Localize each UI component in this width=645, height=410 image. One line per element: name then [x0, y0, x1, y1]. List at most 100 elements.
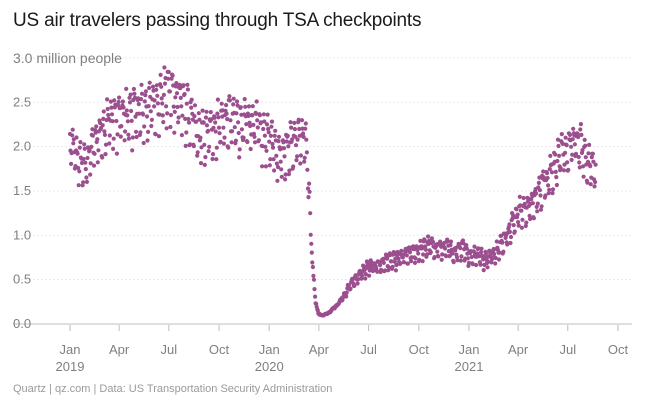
data-point — [93, 130, 98, 135]
data-point — [213, 129, 218, 134]
data-point — [92, 151, 97, 156]
data-point — [514, 207, 519, 212]
data-point — [189, 105, 194, 110]
data-point — [159, 84, 164, 89]
data-point — [580, 148, 585, 153]
chart-title: US air travelers passing through TSA che… — [13, 10, 422, 31]
data-point — [85, 155, 90, 161]
data-point — [541, 169, 546, 174]
data-point — [543, 193, 548, 198]
data-point — [303, 121, 308, 126]
data-point — [465, 256, 470, 261]
data-point — [570, 152, 575, 157]
data-point — [385, 256, 390, 261]
data-point — [108, 99, 113, 104]
data-point — [79, 160, 85, 166]
data-point — [102, 129, 107, 134]
data-point — [556, 143, 561, 149]
data-point — [102, 132, 107, 137]
data-point — [283, 177, 288, 182]
data-point — [161, 120, 166, 125]
data-point — [114, 118, 119, 124]
data-points — [67, 65, 598, 318]
data-point — [444, 254, 449, 259]
x-tick-label: Apr — [109, 342, 130, 357]
data-point — [125, 113, 130, 118]
data-point — [147, 85, 152, 91]
data-point — [185, 82, 190, 87]
data-point — [88, 161, 93, 166]
data-point — [423, 244, 428, 249]
data-point — [286, 144, 291, 149]
data-point — [146, 104, 151, 109]
data-point — [70, 127, 75, 132]
x-tick-label: Oct — [608, 342, 629, 357]
data-point — [255, 125, 260, 130]
data-point — [234, 99, 240, 104]
data-point — [224, 111, 229, 116]
data-point — [153, 132, 158, 137]
data-point — [581, 174, 586, 179]
data-point — [450, 251, 455, 256]
data-point — [478, 262, 483, 267]
data-point — [312, 287, 317, 292]
data-point — [214, 145, 219, 150]
data-point — [156, 134, 162, 139]
data-point — [141, 112, 146, 117]
data-point — [106, 112, 111, 118]
data-point — [362, 267, 367, 273]
data-point — [555, 158, 560, 164]
data-point — [145, 138, 150, 143]
data-point — [176, 120, 181, 125]
data-point — [534, 191, 539, 196]
data-point — [114, 151, 119, 156]
data-point — [521, 195, 526, 201]
data-point — [422, 238, 427, 243]
data-point — [78, 140, 83, 145]
data-point — [264, 122, 270, 127]
data-point — [278, 159, 283, 164]
data-point — [429, 236, 434, 241]
data-point — [489, 260, 494, 265]
data-point — [369, 259, 374, 265]
data-point — [195, 150, 200, 155]
data-point — [471, 249, 476, 254]
data-point — [583, 143, 588, 148]
data-point — [534, 204, 539, 209]
data-point — [570, 137, 575, 142]
data-point — [270, 141, 275, 147]
data-point — [111, 146, 116, 151]
data-point — [255, 118, 260, 123]
data-point — [84, 175, 89, 180]
data-point — [183, 143, 188, 148]
data-point — [297, 126, 302, 132]
data-point — [149, 123, 154, 129]
data-point — [233, 138, 238, 143]
data-point — [126, 136, 131, 141]
data-point — [210, 152, 216, 157]
data-point — [105, 97, 110, 102]
data-point — [138, 130, 143, 135]
data-point — [536, 180, 542, 185]
data-point — [242, 97, 247, 102]
data-point — [183, 116, 188, 121]
data-point — [276, 134, 282, 139]
data-point — [290, 137, 295, 142]
data-point — [127, 100, 133, 105]
data-point — [396, 256, 401, 261]
data-point — [527, 213, 532, 218]
data-point — [421, 252, 426, 257]
data-point — [244, 122, 249, 127]
data-point — [381, 260, 386, 265]
data-point — [416, 251, 421, 256]
data-point — [305, 167, 310, 172]
data-point — [206, 128, 211, 133]
data-point — [567, 132, 573, 137]
data-point — [227, 98, 232, 103]
data-point — [459, 254, 464, 259]
data-point — [367, 273, 372, 278]
data-point — [577, 165, 582, 170]
data-point — [229, 140, 234, 145]
data-point — [310, 264, 315, 270]
data-point — [208, 110, 213, 115]
